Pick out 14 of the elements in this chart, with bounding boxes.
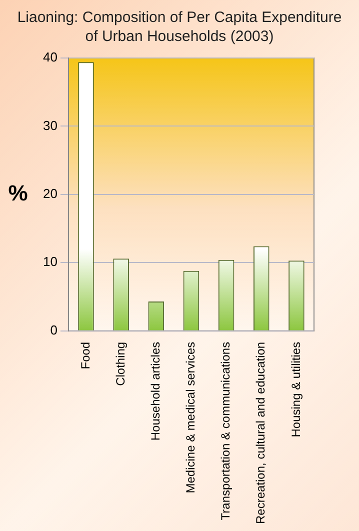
x-tick-label: Household articles <box>148 342 162 441</box>
x-tick-label: Transportation & communications <box>218 342 233 520</box>
y-tick-label: 20 <box>42 186 58 202</box>
x-tick-label: Recreation, cultural and education <box>254 342 268 524</box>
y-tick-label: 30 <box>42 118 58 133</box>
x-tick-label: Clothing <box>113 342 128 386</box>
chart-title: Liaoning: Composition of Per Capita Expenditure of Urban Households (2003) <box>16 8 343 46</box>
y-tick-label: 0 <box>50 322 58 338</box>
y-tick-label: 10 <box>42 254 58 270</box>
y-tick-label: 40 <box>42 50 58 65</box>
y-axis-title: % <box>8 180 28 206</box>
x-tick-label: Food <box>78 342 92 370</box>
x-tick-label: Medicine & medical services <box>184 342 198 494</box>
x-tick-label: Housing & utilities <box>288 342 303 438</box>
